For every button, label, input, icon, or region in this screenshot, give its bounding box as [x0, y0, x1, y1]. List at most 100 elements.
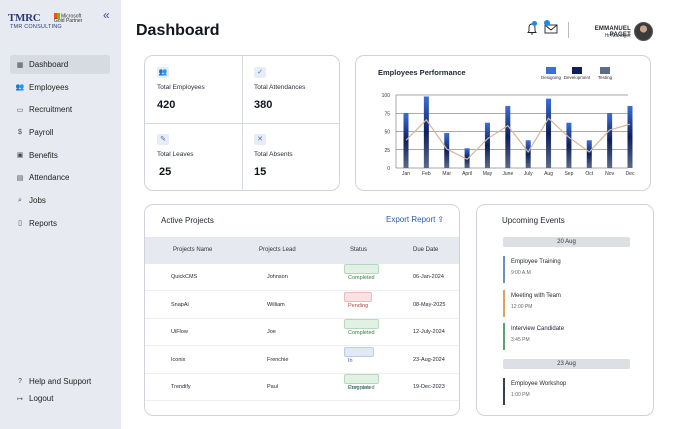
project-name: Trendify	[171, 384, 191, 390]
sidebar-item-attendance[interactable]: ▤ Attendance	[10, 168, 110, 187]
event-item[interactable]: Interview Candidate 3:45 PM	[503, 323, 623, 350]
table-row[interactable]: Iconix Frenchie In Progress 23-Aug-2024	[145, 346, 459, 391]
trend-line	[405, 117, 631, 160]
event-date-header: 20 Aug	[503, 237, 630, 247]
x-tick-label: Oct	[585, 171, 593, 177]
table-row[interactable]: Trendify Paul Completed 19-Dec-2023	[145, 374, 459, 401]
divider	[145, 123, 339, 124]
bell-icon[interactable]	[527, 21, 537, 35]
bar	[586, 140, 592, 168]
user-check-icon: ✓	[254, 67, 266, 78]
event-time: 1:00 PM	[511, 391, 530, 398]
table-row[interactable]: UiFlow Joe Completed 12-July-2024	[145, 319, 459, 346]
bar	[607, 113, 613, 168]
stat-total-leaves: ✎ Total Leaves 25	[145, 123, 243, 191]
logo-subtitle: TMR CONSULTING	[10, 24, 62, 30]
column-header: Status	[350, 247, 368, 253]
performance-chart: 0 25 50 75 100 Jan Feb Mar April May June July Aug Se…	[382, 93, 635, 177]
sidebar-item-label: Jobs	[29, 196, 46, 206]
sidebar-item-payroll[interactable]: $ Payroll	[10, 123, 110, 142]
export-report-button[interactable]: Export Report ⇪	[386, 215, 444, 224]
logo-brand: TMRC	[8, 12, 41, 24]
legend-label: Development	[563, 75, 591, 80]
event-time: 9:00 A.M	[511, 270, 531, 276]
status-badge: Completed	[344, 264, 379, 281]
sidebar-item-label: Logout	[29, 394, 54, 403]
briefcase-icon: ▭	[16, 106, 24, 114]
y-tick-label: 0	[387, 166, 390, 172]
upload-icon: ⇪	[437, 215, 445, 224]
bar	[546, 98, 552, 168]
header-divider	[568, 22, 569, 38]
x-tick-label: Aug	[544, 171, 553, 177]
export-label: Export Report	[386, 215, 436, 224]
sidebar-nav: ▦ Dashboard 👥 Employees ▭ Recruitment $ Payroll…	[10, 55, 110, 237]
sidebar-bottom-nav: ? Help and Support ↦ Logout	[10, 373, 110, 407]
bar	[505, 105, 511, 168]
status-badge: Completed	[344, 319, 379, 336]
event-item[interactable]: Meeting with Team 12:00 PM	[503, 289, 623, 317]
double-chevron-left-icon[interactable]: «	[103, 8, 110, 22]
sidebar-item-label: Employees	[29, 82, 69, 92]
mail-icon[interactable]	[544, 20, 558, 35]
sidebar-item-label: Reports	[29, 218, 58, 228]
event-name: Employee Workshop	[511, 380, 567, 387]
sidebar: TMRC Microsoft Gold Partner TMR CONSULTI…	[0, 0, 121, 429]
stat-total-attendances: ✓ Total Attendances 380	[242, 56, 340, 124]
sidebar-item-dashboard[interactable]: ▦ Dashboard	[10, 55, 110, 74]
event-name: Meeting with Team	[511, 292, 561, 299]
stat-label: Total Leaves	[157, 151, 194, 158]
status-badge: In Progress	[344, 346, 374, 391]
user-absent-icon: ✕	[254, 134, 266, 145]
table-row[interactable]: SnapAi William Pending 08-May-2025	[145, 291, 459, 319]
user-role: Hr Manager	[604, 33, 631, 39]
sidebar-item-reports[interactable]: ▯ Reports	[10, 214, 110, 233]
table-row[interactable]: QuickCMS Johnson Completed 06-Jan-2024	[145, 264, 459, 291]
x-tick-label: Dec	[626, 171, 635, 177]
stat-total-absents: ✕ Total Absents 15	[242, 123, 340, 191]
sidebar-item-logout[interactable]: ↦ Logout	[10, 390, 110, 407]
x-tick-label: July	[524, 171, 533, 177]
project-name: QuickCMS	[171, 274, 198, 280]
event-item[interactable]: Employee Training 9:00 A.M	[503, 256, 623, 283]
avatar[interactable]	[634, 22, 653, 41]
sidebar-item-label: Benefits	[29, 150, 58, 160]
bar	[464, 148, 470, 168]
sidebar-item-label: Attendance	[29, 173, 70, 183]
event-name: Interview Candidate	[511, 326, 565, 332]
sidebar-item-label: Recruitment	[29, 105, 73, 115]
y-tick-label: 25	[384, 148, 390, 154]
notification-dot	[532, 21, 537, 26]
x-tick-label: June	[502, 171, 513, 177]
sidebar-item-benefits[interactable]: ▣ Benefits	[10, 146, 110, 165]
bar	[423, 96, 429, 168]
bar	[484, 122, 490, 168]
sidebar-item-label: Help and Support	[29, 377, 92, 386]
event-name: Employee Training	[511, 259, 561, 265]
stat-label: Total Employees	[157, 84, 205, 91]
stat-value: 15	[254, 166, 267, 178]
legend-swatch	[600, 67, 610, 74]
y-tick-label: 75	[384, 111, 390, 117]
event-item[interactable]: Employee Workshop 1:00 PM	[503, 377, 623, 405]
user-name: EMMANUEL PAGET	[594, 26, 631, 38]
performance-card: Employees Performance Designing Developm…	[355, 55, 651, 191]
legend-label: Testing	[597, 75, 613, 80]
sidebar-item-employees[interactable]: 👥 Employees	[10, 78, 110, 97]
sidebar-item-label: Payroll	[29, 128, 54, 138]
users-icon: 👥	[157, 67, 169, 78]
company-logo[interactable]: TMRC Microsoft Gold Partner TMR CONSULTI…	[8, 12, 88, 34]
sidebar-item-recruitment[interactable]: ▭ Recruitment	[10, 100, 110, 119]
sidebar-item-help-and-support[interactable]: ? Help and Support	[10, 373, 110, 390]
sidebar-item-jobs[interactable]: ⌕ Jobs	[10, 191, 110, 210]
document-icon: ▯	[18, 220, 22, 228]
legend-swatch	[546, 67, 556, 74]
project-lead: Joe	[267, 329, 276, 335]
events-title: Upcoming Events	[502, 216, 565, 225]
logo-partner-text: Microsoft Gold Partner	[54, 13, 83, 25]
project-due-date: 19-Dec-2023	[413, 384, 445, 390]
x-tick-label: May	[483, 171, 493, 177]
dollar-icon: $	[18, 129, 22, 137]
project-name: Iconix	[171, 356, 186, 363]
sidebar-item-label: Dashboard	[29, 60, 69, 69]
